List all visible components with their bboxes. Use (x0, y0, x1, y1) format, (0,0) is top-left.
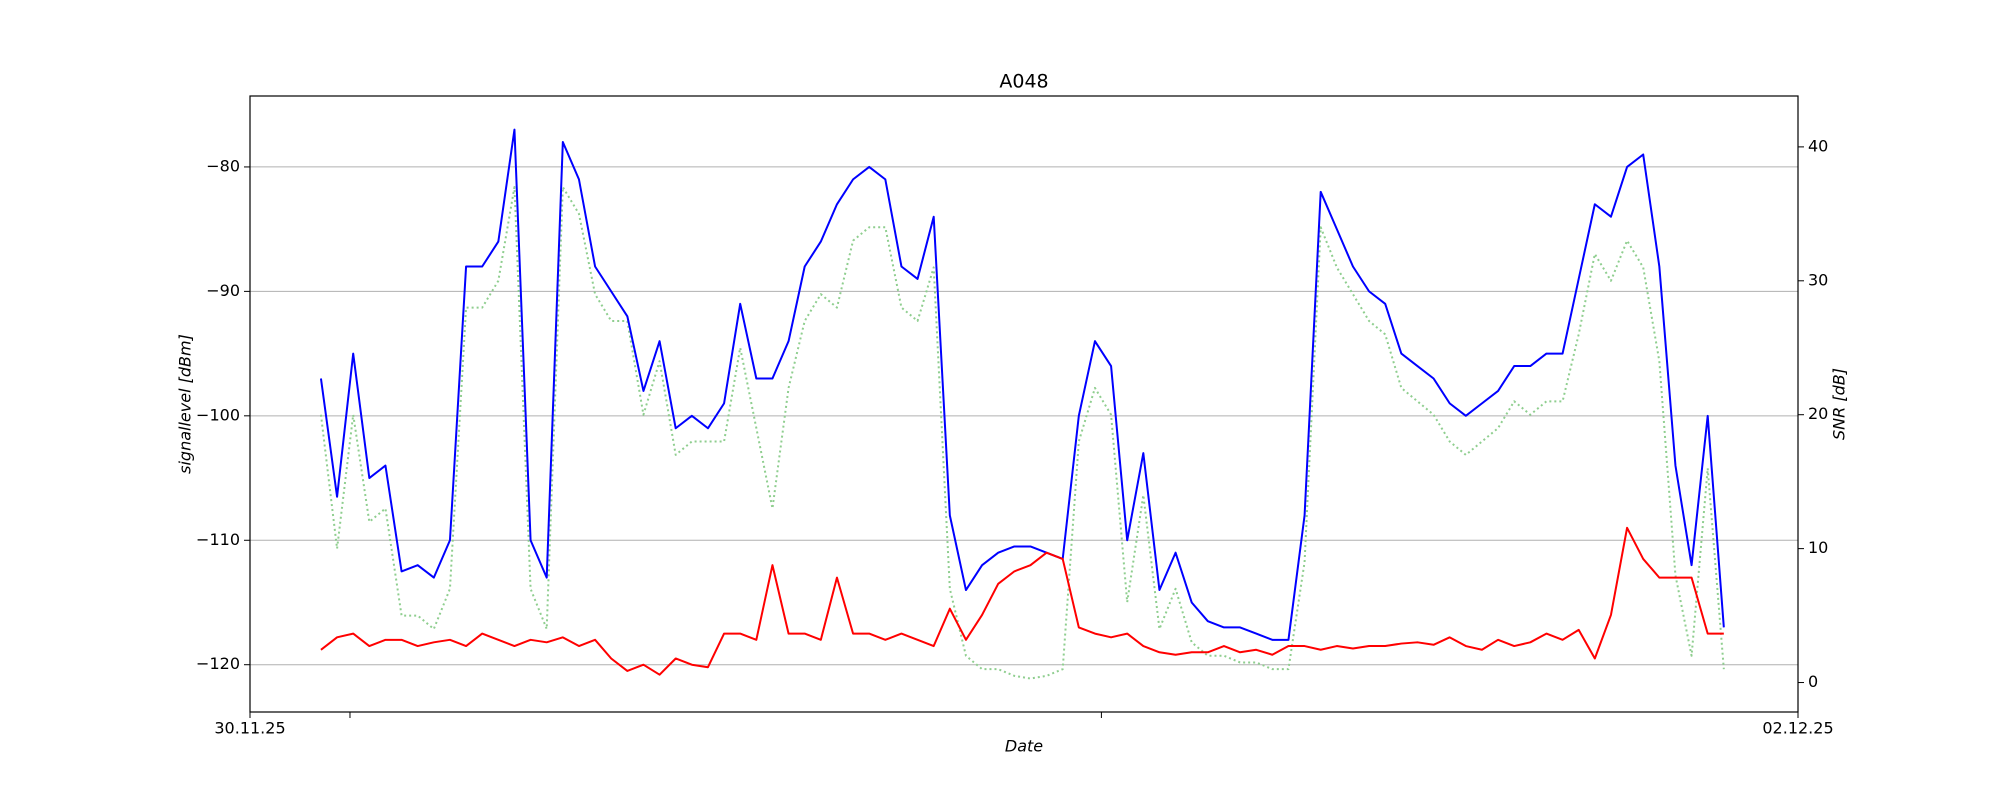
y-tick-label: −90 (206, 281, 240, 300)
series-line (320, 526, 1724, 676)
y2-tick-label: 30 (1808, 270, 1828, 289)
y-tick-label: −80 (206, 156, 240, 175)
series-line (319, 128, 1725, 641)
x-tick-label: 02.12.25 (1762, 719, 1833, 738)
plot-frame (249, 95, 1799, 713)
y-tick-label: −100 (196, 405, 240, 424)
series-line (319, 186, 1725, 680)
y-axis-label: signallevel [dBm] (176, 334, 195, 474)
x-tick-label: 30.11.25 (214, 719, 285, 738)
y2-tick-label: 20 (1808, 404, 1828, 423)
y2-tick-label: 10 (1808, 538, 1828, 557)
y2-tick-label: 0 (1808, 672, 1818, 691)
y2-tick-label: 40 (1808, 136, 1828, 155)
x-axis-label: Date (1005, 737, 1043, 756)
y-tick-label: −110 (196, 530, 240, 549)
chart-title: A048 (999, 71, 1048, 93)
y2-axis-label: SNR [dB] (1830, 368, 1849, 440)
y-tick-label: −120 (196, 654, 240, 673)
